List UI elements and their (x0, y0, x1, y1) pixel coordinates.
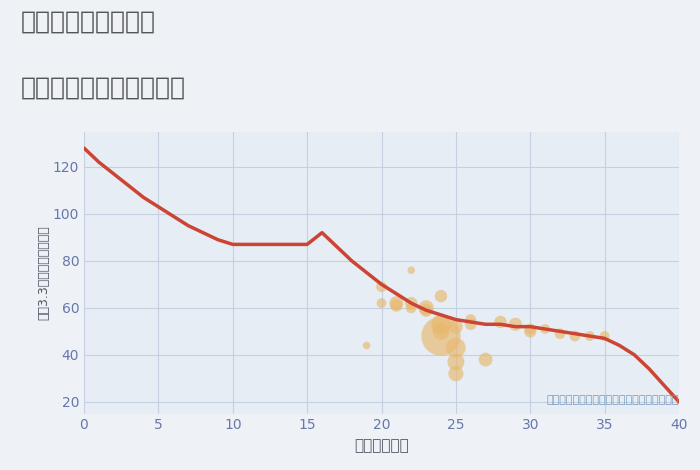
Point (599, 332, 610, 340)
Point (525, 325, 536, 333)
Point (376, 299, 387, 307)
Text: 円の大きさは、取引のあった物件面積を示す: 円の大きさは、取引のあった物件面積を示す (547, 395, 679, 405)
Point (421, 304, 432, 312)
Point (435, 332, 447, 340)
Point (421, 306, 432, 314)
Point (406, 304, 417, 312)
Point (361, 342, 372, 349)
Point (450, 344, 461, 352)
Point (510, 321, 521, 328)
X-axis label: 築年数（年）: 築年数（年） (354, 438, 409, 453)
Point (450, 370, 461, 377)
Point (465, 316, 476, 323)
Point (406, 299, 417, 307)
Point (376, 283, 387, 290)
Point (391, 299, 402, 307)
Point (584, 332, 595, 340)
Point (569, 332, 580, 340)
Point (435, 292, 447, 300)
Point (554, 330, 566, 337)
Point (465, 321, 476, 328)
Point (435, 328, 447, 335)
Point (495, 318, 506, 326)
Point (435, 321, 447, 328)
Point (450, 358, 461, 366)
Point (406, 266, 417, 274)
Point (525, 328, 536, 335)
Text: 奈良県奈良市丸山の: 奈良県奈良市丸山の (21, 9, 156, 33)
Point (540, 325, 551, 333)
Point (450, 323, 461, 330)
Point (391, 302, 402, 309)
Y-axis label: 坪（3.3㎡）単価（万円）: 坪（3.3㎡）単価（万円） (37, 225, 50, 320)
Text: 築年数別中古戸建て価格: 築年数別中古戸建て価格 (21, 75, 186, 99)
Point (480, 356, 491, 363)
